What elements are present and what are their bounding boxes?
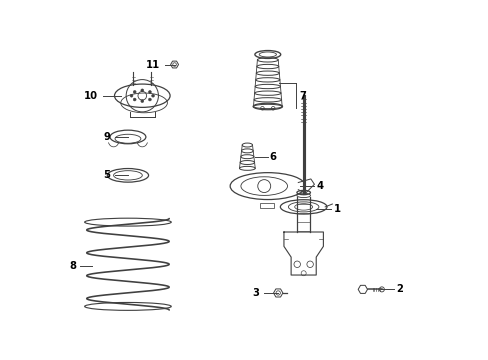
Text: 9: 9	[103, 132, 110, 142]
Circle shape	[148, 98, 151, 101]
Circle shape	[133, 90, 136, 93]
Circle shape	[141, 89, 143, 92]
Circle shape	[151, 94, 154, 97]
Text: 2: 2	[396, 284, 403, 294]
Bar	[260, 203, 274, 208]
Text: 8: 8	[69, 261, 76, 271]
Text: 1: 1	[333, 204, 340, 214]
Text: 3: 3	[252, 288, 259, 298]
Text: 6: 6	[269, 152, 276, 162]
Text: 4: 4	[316, 181, 323, 191]
Circle shape	[141, 100, 143, 103]
Text: 5: 5	[103, 170, 110, 180]
Circle shape	[148, 90, 151, 93]
Circle shape	[133, 98, 136, 101]
Text: 11: 11	[146, 59, 160, 69]
Text: 10: 10	[84, 91, 98, 101]
Text: 7: 7	[298, 91, 305, 101]
Circle shape	[130, 94, 133, 97]
